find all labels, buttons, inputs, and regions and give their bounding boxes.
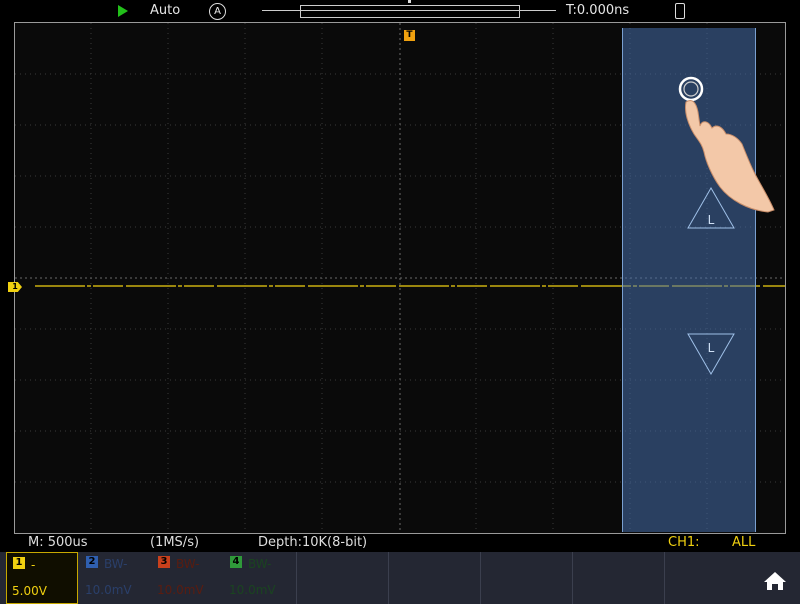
time-position-readout: T:0.000ns bbox=[566, 3, 630, 18]
timebase-window[interactable] bbox=[300, 5, 520, 18]
timebase-readout[interactable]: M: 500us bbox=[28, 535, 88, 550]
menu-divider bbox=[296, 552, 297, 604]
channel-4-coupling: BW- bbox=[248, 557, 272, 571]
lock-icon[interactable] bbox=[675, 3, 685, 19]
channel-2-tag: 2 bbox=[86, 556, 98, 568]
home-icon[interactable] bbox=[760, 562, 790, 596]
ch1-offset-marker[interactable]: 1 bbox=[8, 282, 22, 292]
top-status-bar: Auto A T:0.000ns bbox=[0, 0, 800, 22]
channel-2-button[interactable]: 2 BW- 10.0mV bbox=[80, 552, 152, 604]
menu-divider bbox=[572, 552, 573, 604]
trigger-level-up-icon[interactable]: L bbox=[686, 186, 736, 230]
channel-menu-bar bbox=[0, 552, 800, 604]
channel-2-scale: 10.0mV bbox=[85, 583, 132, 597]
channel-1-tag: 1 bbox=[13, 557, 25, 569]
menu-divider bbox=[388, 552, 389, 604]
timebase-bar bbox=[262, 10, 556, 11]
bottom-status-bar: M: 500us (1MS/s) Depth:10K(8-bit) CH1: A… bbox=[0, 534, 800, 552]
timebar-center-mark bbox=[408, 0, 411, 3]
touch-gesture-hand-icon bbox=[678, 76, 775, 213]
channel-1-button[interactable]: 1 - 5.00V bbox=[6, 552, 78, 604]
trigger-mode-label[interactable]: Auto bbox=[150, 3, 181, 18]
memory-depth-readout: Depth:10K(8-bit) bbox=[258, 535, 368, 550]
channel-4-button[interactable]: 4 BW- 10.0mV bbox=[224, 552, 296, 604]
sample-rate-readout: (1MS/s) bbox=[150, 535, 200, 550]
channel-3-tag: 3 bbox=[158, 556, 170, 568]
channel-3-scale: 10.0mV bbox=[157, 583, 204, 597]
trigger-level-down-icon[interactable]: L bbox=[686, 332, 736, 376]
channel-1-scale: 5.00V bbox=[12, 584, 47, 598]
channel-4-scale: 10.0mV bbox=[229, 583, 276, 597]
menu-divider bbox=[480, 552, 481, 604]
trigger-source-readout[interactable]: CH1: bbox=[668, 535, 700, 550]
acquire-mode-icon[interactable]: A bbox=[209, 3, 226, 20]
channel-2-coupling: BW- bbox=[104, 557, 128, 571]
channel-3-button[interactable]: 3 BW- 10.0mV bbox=[152, 552, 224, 604]
channel-4-tag: 4 bbox=[230, 556, 242, 568]
trigger-type-readout[interactable]: ALL bbox=[732, 535, 756, 550]
channel-1-coupling: - bbox=[31, 558, 36, 572]
triangle-down-label: L bbox=[708, 341, 715, 355]
channel-3-coupling: BW- bbox=[176, 557, 200, 571]
run-state-icon[interactable] bbox=[118, 5, 128, 17]
trigger-position-marker[interactable]: T bbox=[404, 30, 415, 41]
menu-divider bbox=[664, 552, 665, 604]
triangle-up-label: L bbox=[708, 213, 715, 227]
